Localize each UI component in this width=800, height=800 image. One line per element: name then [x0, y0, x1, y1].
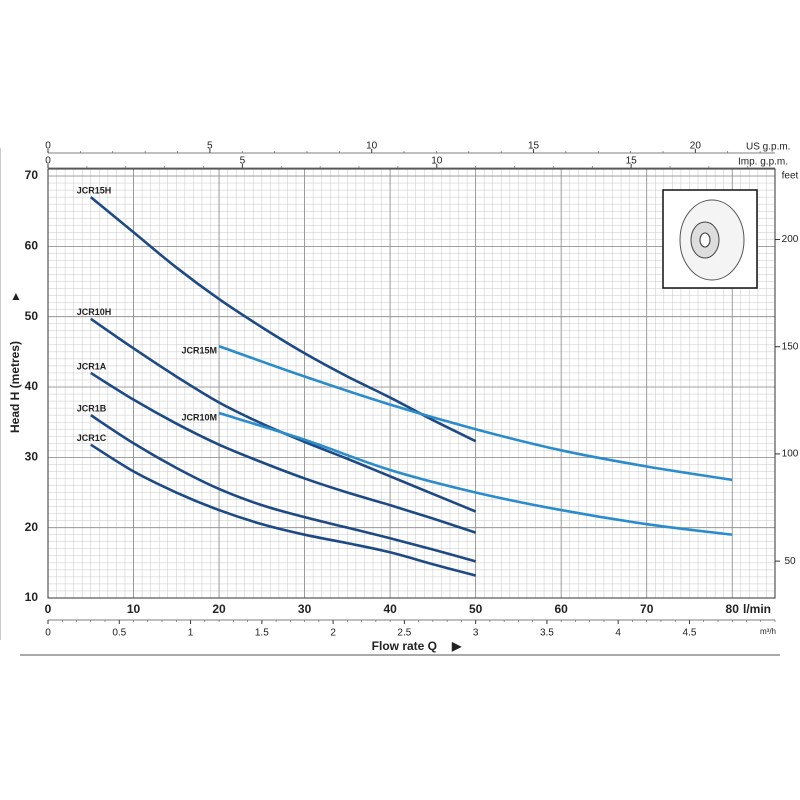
plot-frame — [47, 168, 776, 599]
y-tick-label: 50 — [25, 309, 39, 323]
bottom-tick-label: 1 — [188, 628, 194, 639]
top-tick-label: 15 — [528, 141, 540, 152]
x-tick-label: 60 — [554, 602, 568, 616]
curve — [218, 345, 733, 482]
curve — [218, 411, 733, 536]
top-unit-1: US g.p.m. — [746, 142, 790, 153]
curve-label: JCR1C — [77, 433, 107, 443]
impeller-bore — [699, 232, 711, 248]
y-tick-label: 30 — [25, 450, 39, 464]
curve-label: JCR1B — [77, 404, 107, 414]
x-axis-arrow: ▶ — [451, 639, 462, 653]
y-axis-arrow: ▲ — [10, 289, 22, 303]
bottom-tick-label: 4 — [615, 628, 621, 639]
y-tick-label: 40 — [25, 379, 39, 393]
x-tick-label: 0 — [45, 602, 52, 616]
curve-label: JCR15H — [77, 186, 112, 196]
curve-label: JCR1A — [77, 361, 107, 371]
curve-label: JCR10M — [182, 412, 218, 422]
bottom-tick-label: 3.5 — [540, 628, 554, 639]
bottom-tick-label: 2 — [330, 628, 336, 639]
y-axis-title: Head H (metres) — [8, 341, 22, 433]
top-tick-label: 20 — [690, 141, 702, 152]
y-tick-label: 10 — [25, 590, 39, 604]
x-tick-label: 30 — [298, 602, 312, 616]
x-tick-label: 50 — [469, 602, 483, 616]
y-tick-label: 20 — [25, 520, 39, 534]
top-tick-label: 0 — [45, 156, 51, 167]
bottom-tick-label: 1.5 — [255, 628, 269, 639]
top-tick-label: 15 — [626, 156, 638, 167]
curve — [89, 196, 477, 443]
curve-label: JCR15M — [182, 346, 218, 356]
y-tick-label: 60 — [25, 239, 39, 253]
top-tick-label: 5 — [207, 141, 213, 152]
x-unit: l/min — [743, 602, 771, 616]
top-tick-label: 10 — [366, 141, 378, 152]
x-tick-label: 40 — [383, 602, 397, 616]
x-tick-label: 80 — [726, 602, 740, 616]
curve — [90, 414, 476, 563]
plot: 0 10 20 30 40 50 60 70 8010203040506070501001502… — [25, 141, 799, 639]
y2-unit: feet — [782, 171, 799, 182]
x-tick-label: 70 — [640, 602, 654, 616]
y2-tick-label: 150 — [782, 341, 799, 352]
y-tick-label: 70 — [25, 168, 39, 182]
curve — [90, 443, 476, 577]
curve — [90, 371, 477, 534]
y2-tick-label: 50 — [784, 556, 796, 567]
y2-tick-label: 200 — [782, 234, 799, 245]
x-tick-label: 20 — [212, 602, 226, 616]
bottom-tick-label: 2.5 — [397, 628, 411, 639]
bottom-tick-label: 0.5 — [112, 628, 126, 639]
curve-label: JCR10H — [77, 307, 112, 317]
bottom-tick-label: 0 — [45, 628, 51, 639]
bottom-unit: m³/h — [760, 627, 776, 636]
top-unit-2: Imp. g.p.m. — [738, 157, 788, 168]
x-axis-title: Flow rate Q — [372, 639, 437, 653]
top-tick-label: 0 — [45, 141, 51, 152]
impeller-inset — [662, 189, 758, 289]
y2-tick-label: 100 — [782, 449, 799, 460]
top-tick-label: 5 — [240, 156, 246, 167]
bottom-tick-label: 4.5 — [683, 628, 697, 639]
bottom-tick-label: 3 — [473, 628, 479, 639]
x-tick-label: 10 — [127, 602, 141, 616]
top-tick-label: 10 — [431, 156, 443, 167]
